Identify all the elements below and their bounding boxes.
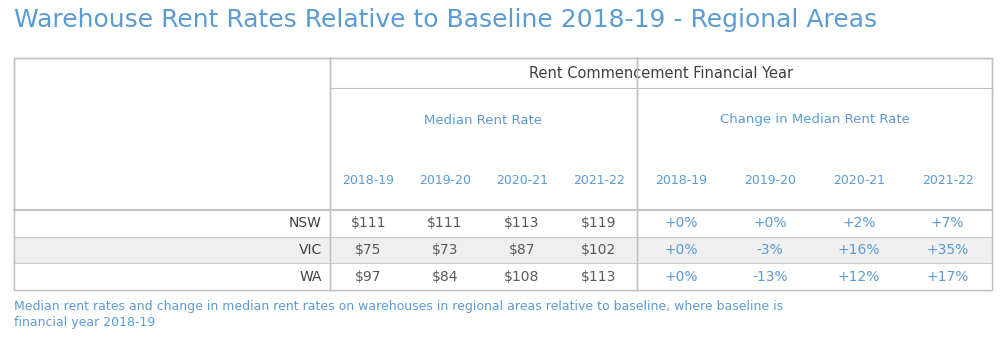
Text: Warehouse Rent Rates Relative to Baseline 2018-19 - Regional Areas: Warehouse Rent Rates Relative to Baselin… (14, 8, 877, 32)
Text: financial year 2018-19: financial year 2018-19 (14, 316, 155, 329)
Bar (14, 264, 992, 290)
Text: 2019-20: 2019-20 (420, 174, 471, 187)
Text: NSW: NSW (289, 216, 322, 230)
Text: -13%: -13% (752, 270, 788, 284)
Bar (14, 237, 992, 264)
Text: Median rent rates and change in median rent rates on warehouses in regional area: Median rent rates and change in median r… (14, 300, 783, 313)
Text: 2020-21: 2020-21 (496, 174, 548, 187)
Text: $111: $111 (351, 216, 386, 230)
Text: +35%: +35% (927, 243, 969, 257)
Text: 2018-19: 2018-19 (655, 174, 707, 187)
Text: +16%: +16% (838, 243, 880, 257)
Text: $75: $75 (355, 243, 381, 257)
Text: +0%: +0% (665, 270, 698, 284)
Text: +17%: +17% (927, 270, 969, 284)
Text: Change in Median Rent Rate: Change in Median Rent Rate (719, 114, 909, 127)
Text: $84: $84 (432, 270, 459, 284)
Text: 2021-22: 2021-22 (921, 174, 974, 187)
Text: $87: $87 (509, 243, 535, 257)
Text: $108: $108 (504, 270, 539, 284)
Text: WA: WA (300, 270, 322, 284)
Text: VIC: VIC (299, 243, 322, 257)
Text: -3%: -3% (757, 243, 784, 257)
Text: $113: $113 (580, 270, 617, 284)
Text: 2018-19: 2018-19 (342, 174, 394, 187)
Text: +0%: +0% (753, 216, 787, 230)
Text: 2020-21: 2020-21 (833, 174, 885, 187)
Text: Median Rent Rate: Median Rent Rate (425, 114, 542, 127)
Text: +2%: +2% (842, 216, 875, 230)
Text: $73: $73 (432, 243, 459, 257)
Text: $111: $111 (428, 216, 463, 230)
Text: +0%: +0% (665, 216, 698, 230)
Text: +0%: +0% (665, 243, 698, 257)
Text: Rent Commencement Financial Year: Rent Commencement Financial Year (529, 65, 793, 80)
Text: $119: $119 (580, 216, 617, 230)
Bar (14, 58, 992, 290)
Text: +12%: +12% (838, 270, 880, 284)
Text: $102: $102 (581, 243, 617, 257)
Text: $113: $113 (504, 216, 539, 230)
Text: $97: $97 (355, 270, 381, 284)
Text: 2021-22: 2021-22 (572, 174, 625, 187)
Text: 2019-20: 2019-20 (744, 174, 796, 187)
Bar (14, 210, 992, 237)
Bar (14, 58, 992, 290)
Text: +7%: +7% (931, 216, 965, 230)
